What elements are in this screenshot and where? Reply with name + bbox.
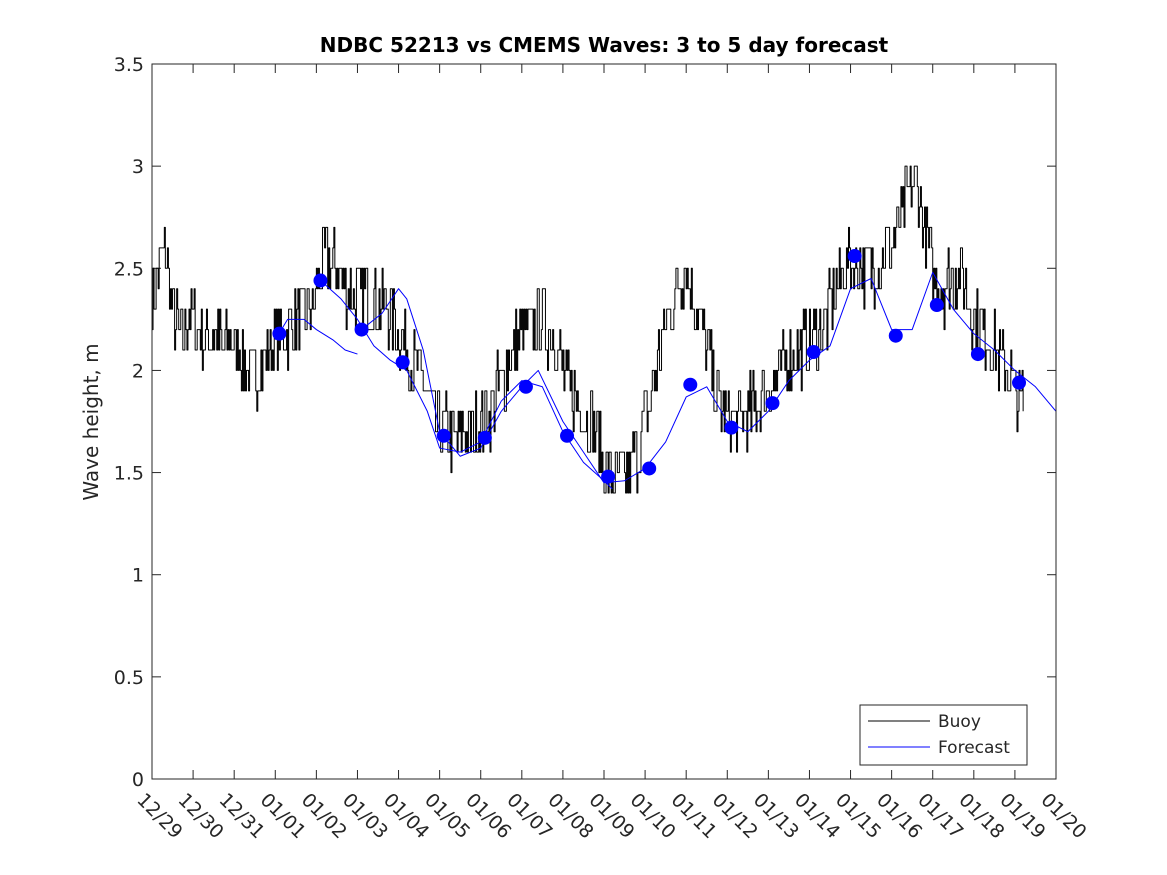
y-tick-label: 1	[132, 565, 144, 587]
forecast-point-marker	[354, 322, 369, 337]
forecast-point-marker	[272, 326, 287, 341]
y-tick-label: 0	[132, 769, 144, 791]
forecast-point-marker	[888, 328, 903, 343]
buoy-series-line	[152, 165, 1024, 494]
legend-box	[859, 704, 1028, 766]
forecast-point-marker	[765, 396, 780, 411]
plot-area	[152, 64, 1056, 779]
forecast-point-marker	[601, 469, 616, 484]
forecast-point-marker	[970, 347, 985, 362]
y-tick-label: 2	[132, 360, 144, 382]
forecast-point-marker	[477, 430, 492, 445]
forecast-point-marker	[806, 345, 821, 360]
forecast-series-line-1	[274, 318, 358, 355]
legend-buoy-label: Buoy	[938, 712, 981, 732]
forecast-point-marker	[560, 428, 575, 443]
marker-layer	[272, 249, 1027, 484]
forecast-point-marker	[724, 420, 739, 435]
forecast-point-marker	[929, 298, 944, 313]
forecast-series-line-3	[361, 271, 1057, 484]
legend: Buoy Forecast	[859, 704, 1028, 766]
y-tick-label: 3	[132, 156, 144, 178]
y-tick-label: 3.5	[114, 54, 144, 76]
y-tick-label: 2.5	[114, 258, 144, 280]
forecast-point-marker	[847, 249, 862, 264]
forecast-point-marker	[683, 377, 698, 392]
chart-title: NDBC 52213 vs CMEMS Waves: 3 to 5 day fo…	[320, 33, 889, 57]
axes-box	[151, 63, 1057, 780]
forecast-point-marker	[395, 355, 410, 370]
y-tick-label: 1.5	[114, 463, 144, 485]
forecast-point-marker	[1012, 375, 1027, 390]
forecast-point-marker	[436, 428, 451, 443]
y-axis-label: Wave height, m	[79, 343, 103, 500]
y-tick-label: 0.5	[114, 667, 144, 689]
legend-forecast-label: Forecast	[938, 738, 1010, 758]
forecast-point-marker	[313, 273, 328, 288]
forecast-point-marker	[518, 379, 533, 394]
forecast-point-marker	[642, 461, 657, 476]
